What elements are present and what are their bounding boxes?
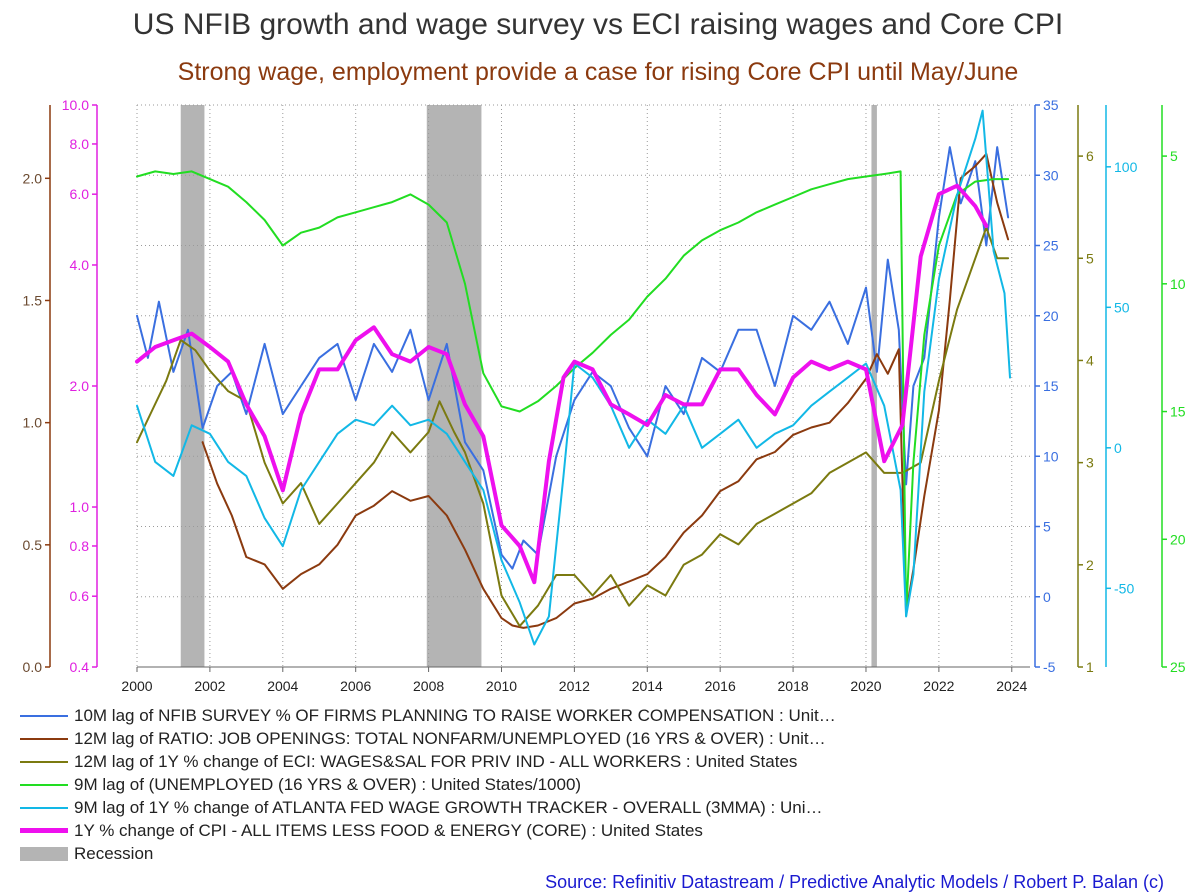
x-tick-label-3: 2004 bbox=[267, 678, 298, 694]
legend-label: 9M lag of 1Y % change of ATLANTA FED WAG… bbox=[74, 797, 823, 817]
series-line-green bbox=[136, 170, 1010, 617]
blue-axis-tick-label-7: 25 bbox=[1043, 238, 1059, 254]
magenta-axis-tick-label-5: 2.0 bbox=[70, 378, 90, 394]
x-tick-label-13: 2024 bbox=[996, 678, 1027, 694]
cyan-axis-tick-label-4: 100 bbox=[1114, 159, 1138, 175]
brown-axis-tick-label-3: 1.0 bbox=[23, 415, 43, 431]
blue-axis-tick-label-5: 15 bbox=[1043, 378, 1059, 394]
legend-entry: 9M lag of (UNEMPLOYED (16 YRS & OVER) : … bbox=[20, 773, 836, 796]
magenta-axis-tick-label-4: 1.0 bbox=[70, 499, 90, 515]
cyan-axis-tick-label-3: 50 bbox=[1114, 299, 1130, 315]
olive-axis-tick-label-4: 4 bbox=[1086, 352, 1094, 368]
blue-axis-tick-label-3: 5 bbox=[1043, 519, 1051, 535]
brown-axis-tick-label-4: 1.5 bbox=[23, 292, 43, 308]
olive-axis-tick-label-5: 5 bbox=[1086, 250, 1094, 266]
x-tick-label-7: 2012 bbox=[559, 678, 590, 694]
blue-axis-tick-label-9: 35 bbox=[1043, 97, 1059, 113]
legend-swatch bbox=[20, 737, 68, 740]
x-tick-label-10: 2018 bbox=[778, 678, 809, 694]
x-tick-label-5: 2008 bbox=[413, 678, 444, 694]
magenta-axis-tick-label-6: 4.0 bbox=[70, 257, 90, 273]
chart-title: US NFIB growth and wage survey vs ECI ra… bbox=[132, 8, 1064, 41]
recession-band-3 bbox=[871, 105, 877, 667]
legend-swatch bbox=[20, 760, 68, 763]
green-axis-tick-label-2: 10 bbox=[1170, 276, 1186, 292]
magenta-axis-tick-label-9: 10.0 bbox=[62, 97, 89, 113]
blue-axis-tick-label-6: 20 bbox=[1043, 308, 1059, 324]
legend-entry: Recession bbox=[20, 842, 836, 865]
series-line-cyan bbox=[136, 109, 1011, 646]
legend-entry: 12M lag of RATIO: JOB OPENINGS: TOTAL NO… bbox=[20, 727, 836, 750]
magenta-axis-tick-label-8: 8.0 bbox=[70, 136, 90, 152]
olive-axis-tick-label-3: 3 bbox=[1086, 455, 1094, 471]
legend-label: Recession bbox=[74, 843, 154, 863]
legend-entry: 9M lag of 1Y % change of ATLANTA FED WAG… bbox=[20, 796, 836, 819]
x-tick-label-11: 2020 bbox=[850, 678, 881, 694]
blue-axis-tick-label-8: 30 bbox=[1043, 167, 1059, 183]
series-line-blue bbox=[136, 146, 1010, 570]
legend-entry: 12M lag of 1Y % change of ECI: WAGES&SAL… bbox=[20, 750, 836, 773]
blue-axis-tick-label-1: -5 bbox=[1043, 659, 1056, 675]
magenta-axis-tick-label-2: 0.6 bbox=[70, 588, 90, 604]
cyan-axis-tick-label-2: 0 bbox=[1114, 440, 1122, 456]
blue-axis-tick-label-2: 0 bbox=[1043, 589, 1051, 605]
x-tick-label-4: 2006 bbox=[340, 678, 371, 694]
blue-axis-tick-label-4: 10 bbox=[1043, 448, 1059, 464]
cyan-axis-tick-label-1: -50 bbox=[1114, 580, 1134, 596]
chart-subtitle: Strong wage, employment provide a case f… bbox=[177, 58, 1019, 86]
legend-swatch bbox=[20, 828, 68, 833]
magenta-axis-tick-label-1: 0.4 bbox=[70, 659, 90, 675]
green-axis-tick-label-5: 25 bbox=[1170, 659, 1186, 675]
x-tick-label-1: 2000 bbox=[121, 678, 152, 694]
olive-axis-tick-label-2: 2 bbox=[1086, 557, 1094, 573]
legend: 10M lag of NFIB SURVEY % OF FIRMS PLANNI… bbox=[20, 704, 836, 865]
legend-label: 10M lag of NFIB SURVEY % OF FIRMS PLANNI… bbox=[74, 705, 836, 725]
x-tick-label-9: 2016 bbox=[705, 678, 736, 694]
olive-axis-tick-label-6: 6 bbox=[1086, 148, 1094, 164]
legend-label: 9M lag of (UNEMPLOYED (16 YRS & OVER) : … bbox=[74, 774, 582, 794]
x-tick-label-6: 2010 bbox=[486, 678, 517, 694]
legend-swatch bbox=[20, 806, 68, 809]
legend-label: 12M lag of RATIO: JOB OPENINGS: TOTAL NO… bbox=[74, 728, 826, 748]
legend-entry: 1Y % change of CPI - ALL ITEMS LESS FOOD… bbox=[20, 819, 836, 842]
series-line-magenta bbox=[135, 183, 989, 585]
legend-swatch bbox=[20, 783, 68, 786]
brown-axis-tick-label-2: 0.5 bbox=[23, 537, 43, 553]
green-axis-tick-label-3: 15 bbox=[1170, 404, 1186, 420]
legend-swatch bbox=[20, 714, 68, 717]
brown-axis-tick-label-1: 0.0 bbox=[23, 659, 43, 675]
x-tick-label-2: 2002 bbox=[194, 678, 225, 694]
magenta-axis-tick-label-3: 0.8 bbox=[70, 538, 90, 554]
x-tick-label-12: 2022 bbox=[923, 678, 954, 694]
legend-label: 12M lag of 1Y % change of ECI: WAGES&SAL… bbox=[74, 751, 798, 771]
olive-axis-tick-label-1: 1 bbox=[1086, 659, 1094, 675]
series-line-olive bbox=[136, 226, 1010, 628]
source-credit: Source: Refinitiv Datastream / Predictiv… bbox=[545, 872, 1164, 892]
magenta-axis-tick-label-7: 6.0 bbox=[70, 186, 90, 202]
brown-axis-tick-label-5: 2.0 bbox=[23, 170, 43, 186]
recession-band-1 bbox=[180, 105, 205, 667]
x-tick-label-8: 2014 bbox=[632, 678, 663, 694]
legend-entry: 10M lag of NFIB SURVEY % OF FIRMS PLANNI… bbox=[20, 704, 836, 727]
legend-swatch bbox=[20, 846, 68, 861]
green-axis-tick-label-4: 20 bbox=[1170, 531, 1186, 547]
green-axis-tick-label-1: 5 bbox=[1170, 148, 1178, 164]
legend-label: 1Y % change of CPI - ALL ITEMS LESS FOOD… bbox=[74, 820, 703, 840]
